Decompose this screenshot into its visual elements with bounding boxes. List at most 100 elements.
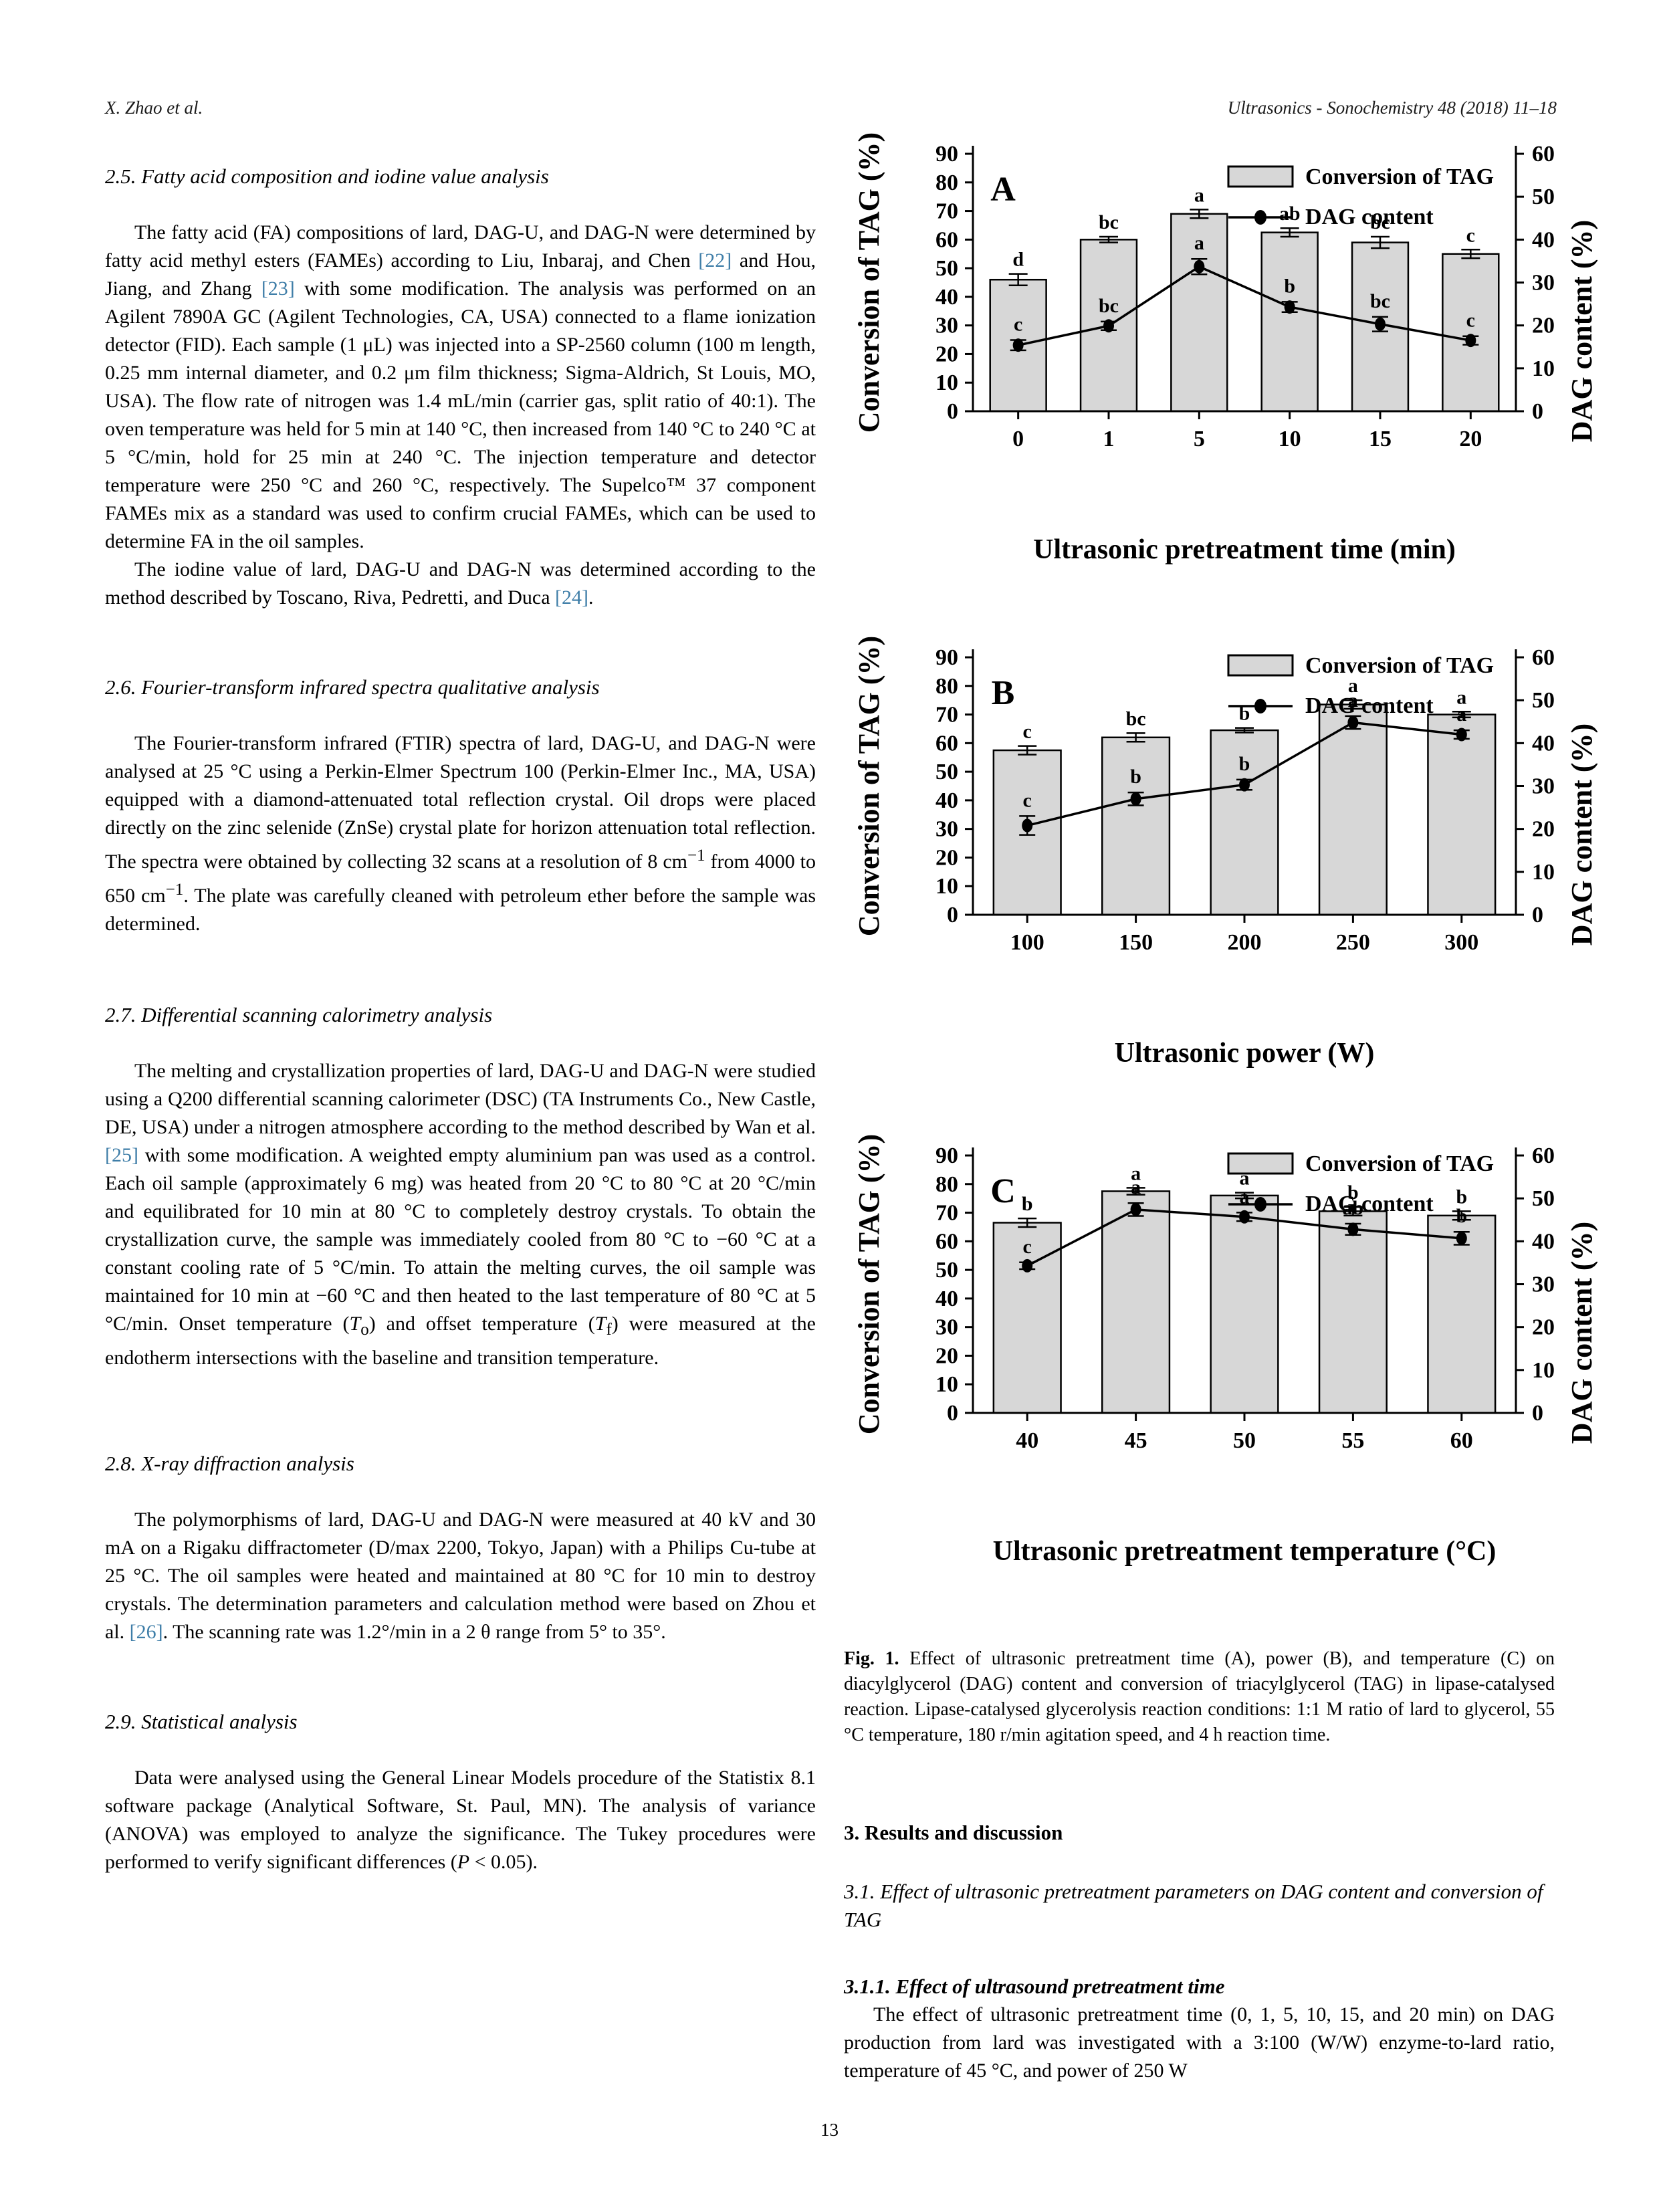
right-axis-tick-label: 20 (1532, 817, 1555, 842)
left-axis-title: Conversion of TAG (%) (853, 132, 885, 433)
point-sig-label: c (1466, 310, 1475, 332)
citation-link[interactable]: [25] (105, 1144, 138, 1166)
section-paragraphs: The melting and crystallization properti… (105, 1057, 816, 1372)
text-run: . The plate was carefully cleaned with p… (105, 885, 816, 935)
left-axis-tick-label: 20 (935, 1343, 958, 1368)
point-sig-label: a (1131, 1176, 1141, 1198)
citation-link[interactable]: [26] (129, 1621, 163, 1643)
legend-label-dag: DAG content (1305, 205, 1434, 229)
panel-letter: B (992, 674, 1015, 712)
point-sig-label: b (1284, 275, 1295, 297)
bars-conversion-of-tag: ba ab b (992, 1162, 1497, 1414)
panel-letter: C (990, 1172, 1016, 1210)
bar-sig-label: bc (1099, 211, 1119, 233)
bar-sig-label: b (1347, 1182, 1359, 1204)
paragraph: The iodine value of lard, DAG-U and DAG-… (105, 556, 816, 612)
bar-sig-label: c (1466, 224, 1475, 246)
legend-swatch-bar (1227, 1152, 1294, 1175)
legend-label-conversion: Conversion of TAG (1305, 653, 1494, 678)
bar-sig-label: b (1022, 1193, 1033, 1215)
right-axis-tick-label: 10 (1532, 356, 1555, 381)
left-axis-tick-label: 0 (947, 903, 958, 927)
text-run: The melting and crystallization properti… (105, 1060, 816, 1138)
left-axis-tick-label: 90 (935, 1143, 958, 1168)
right-axis-title: DAG content (%) (1565, 1222, 1598, 1444)
legend-swatch-bar (1227, 165, 1294, 188)
citation-link[interactable]: [24] (555, 586, 588, 609)
point-sig-label: b (1239, 753, 1250, 775)
text-run: Data were analysed using the General Lin… (105, 1767, 816, 1873)
bar-sig-label: a (1348, 675, 1358, 697)
right-axis-title: DAG content (%) (1565, 724, 1598, 946)
axes: 0 10 20 30 40 50 60 70 80 90 0 10 20 30 40 50 60 40 45 50 55… (935, 1143, 1555, 1453)
figure-caption-lead: Fig. 1. (844, 1648, 899, 1669)
text-run: . The scanning rate was 1.2°/min in a 2 … (162, 1621, 666, 1643)
bar-sig-label: a (1194, 184, 1204, 206)
text-run: and Hou, Jiang, and Zhang (105, 249, 816, 300)
axes: 0 10 20 30 40 50 60 70 80 90 0 10 20 30 40 50 60 100 150 20… (935, 645, 1555, 955)
data-point (1375, 317, 1386, 331)
point-sig-label: b (1456, 1205, 1467, 1227)
bar (1427, 1214, 1497, 1414)
data-point (1465, 334, 1476, 348)
citation-link[interactable]: [23] (261, 278, 295, 300)
section-paragraphs: The polymorphisms of lard, DAG-U and DAG… (105, 1506, 816, 1646)
left-axis-title: Conversion of TAG (%) (853, 1134, 885, 1434)
x-axis-tick-label: 60 (1450, 1428, 1473, 1453)
section-heading: 2.5. Fatty acid composition and iodine v… (105, 164, 549, 188)
bar-sig-label: c (1023, 721, 1032, 743)
text-run: o (360, 1321, 369, 1339)
text-run: from 4000 to 650 cm (105, 851, 816, 907)
left-axis-tick-label: 50 (935, 1258, 958, 1283)
left-axis-tick-label: 0 (947, 399, 958, 424)
right-axis-tick-label: 50 (1532, 1186, 1555, 1211)
data-point (1194, 259, 1205, 273)
page-number: 13 (820, 2120, 839, 2140)
right-axis-tick-label: 60 (1532, 645, 1555, 670)
right-axis-tick-label: 60 (1532, 142, 1555, 167)
section-3-1-1: 3.1.1. Effect of ultrasound pretreatment… (844, 1973, 1555, 2085)
data-point (1284, 300, 1295, 314)
bar-sig-label: d (1012, 249, 1024, 271)
right-axis-title: DAG content (%) (1565, 220, 1598, 442)
bar (1101, 736, 1171, 916)
citation-link[interactable]: [22] (698, 249, 732, 271)
x-axis-tick-label: 15 (1369, 427, 1392, 451)
bar (1427, 713, 1497, 916)
text-run: f (606, 1321, 612, 1339)
bar-sig-label: b (1456, 1186, 1467, 1208)
left-axis-tick-label: 0 (947, 1401, 958, 1426)
section-heading: 2.7. Differential scanning calorimetry a… (105, 1003, 493, 1026)
left-axis-tick-label: 80 (935, 1172, 958, 1197)
legend: Conversion of TAG DAG content (1227, 653, 1494, 718)
section-heading: 2.9. Statistical analysis (105, 1710, 298, 1733)
section-2-9: 2.9. Statistical analysis Data were anal… (105, 1708, 816, 1876)
running-head-journal: Ultrasonics - Sonochemistry 48 (2018) 11… (1227, 98, 1557, 118)
line-dag-content: ca aab b (1019, 1176, 1470, 1273)
x-axis-tick-label: 0 (1012, 427, 1024, 451)
point-sig-label: b (1130, 766, 1141, 788)
legend-dot-marker (1254, 699, 1266, 713)
figure-panel-b: c bc b a a c b b a a 0 10 20 30 40 50 60 70 80 90 0 10 20 30 40 5… (844, 634, 1622, 1102)
x-axis-title: Ultrasonic pretreatment temperature (°C) (993, 1536, 1497, 1567)
section-2-5: 2.5. Fatty acid composition and iodine v… (105, 162, 816, 612)
panel-letter: A (990, 171, 1016, 209)
data-point (1022, 1258, 1033, 1273)
right-axis-tick-label: 20 (1532, 1315, 1555, 1340)
bar (1101, 1190, 1171, 1414)
chart-svg-panel-B: cbc baacbbaa01020304050607080900102030405… (853, 636, 1598, 1069)
left-axis-tick-label: 60 (935, 1229, 958, 1254)
point-sig-label: c (1023, 1236, 1032, 1258)
text-run: The Fourier-transform infrared (FTIR) sp… (105, 732, 816, 873)
text-run: ) and offset temperature ( (368, 1313, 595, 1335)
bar (1318, 1210, 1388, 1414)
right-axis-tick-label: 10 (1532, 1358, 1555, 1383)
data-point (1130, 792, 1141, 806)
x-axis-title: Ultrasonic power (W) (1115, 1038, 1375, 1069)
x-axis-tick-label: 40 (1016, 1428, 1038, 1453)
x-axis-tick-label: 200 (1228, 930, 1262, 955)
right-axis-tick-label: 40 (1532, 731, 1555, 756)
text-run: ) were measured at the endotherm interse… (105, 1313, 816, 1369)
